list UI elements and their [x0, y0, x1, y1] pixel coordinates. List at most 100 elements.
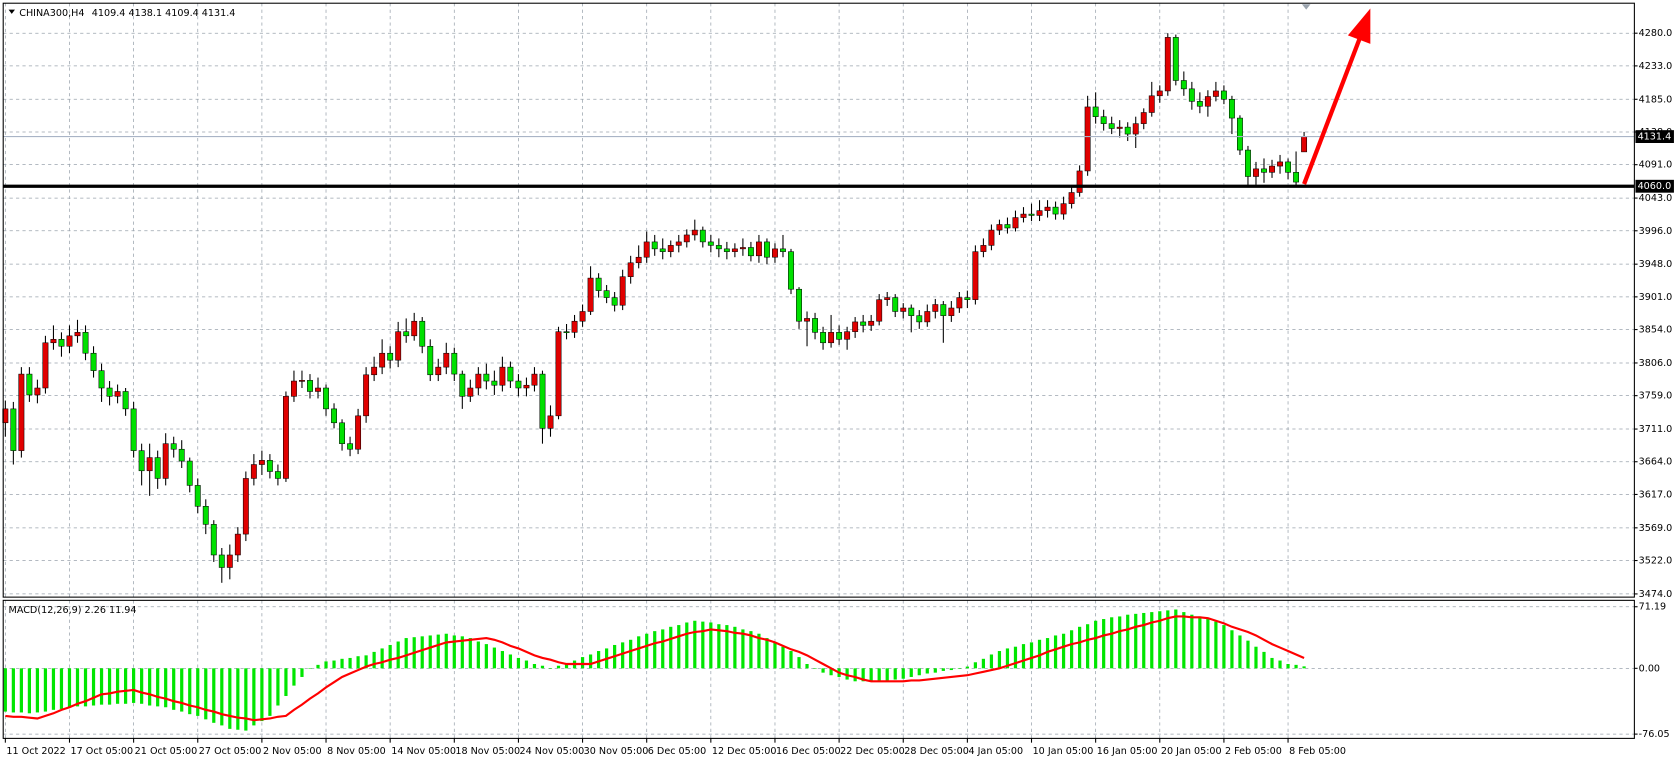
macd-bar: [51, 668, 56, 710]
macd-bar: [1013, 646, 1018, 669]
x-tick-label: 10 Jan 05:00: [1033, 746, 1094, 757]
candle-body: [1084, 106, 1091, 172]
candle-body: [74, 332, 81, 337]
candle-body: [1028, 213, 1035, 216]
macd-bar: [981, 658, 986, 669]
x-tick-label: 30 Nov 05:00: [584, 746, 649, 757]
macd-bar: [725, 625, 729, 669]
macd-bar: [1182, 612, 1186, 669]
macd-bar: [1302, 666, 1306, 669]
candle-body: [1108, 123, 1115, 129]
macd-bar: [685, 622, 689, 669]
candle-body: [50, 339, 57, 344]
candle-body: [499, 366, 506, 386]
macd-bar: [324, 661, 328, 669]
high-value: 4138.1: [128, 8, 162, 19]
candle-body: [1180, 80, 1187, 90]
candle-body: [130, 408, 137, 451]
macd-bar: [733, 626, 737, 669]
candle-body: [258, 460, 265, 465]
macd-bar: [19, 668, 23, 713]
macd-bar: [43, 668, 48, 712]
signal-line: [5, 615, 1305, 722]
macd-bar: [669, 626, 673, 669]
y-tick-label: 3806.0: [1639, 358, 1673, 369]
macd-value: 2.26: [85, 605, 106, 616]
candle-body: [331, 408, 337, 424]
macd-bar: [564, 664, 569, 669]
macd-bar: [949, 668, 953, 671]
x-tick-label: 4 Jan 05:00: [968, 746, 1023, 757]
candle-body: [764, 241, 770, 258]
x-tick-label: 11 Oct 2022: [6, 746, 65, 757]
candle-body: [747, 247, 754, 257]
macd-bar: [637, 636, 641, 669]
candle-body: [1293, 172, 1300, 183]
macd-bar: [196, 668, 200, 716]
candle-body: [1301, 136, 1308, 153]
candle-body: [491, 380, 498, 386]
open-value: 4109.4: [92, 8, 126, 19]
candle-body: [1004, 224, 1011, 229]
candle-body: [1036, 210, 1043, 216]
candle-body: [707, 241, 714, 246]
macd-bar: [989, 654, 994, 669]
macd-bar: [1158, 611, 1162, 669]
candle-body: [1164, 37, 1171, 92]
macd-bar: [901, 668, 905, 679]
price-label-box: [1635, 130, 1674, 143]
candle-body: [619, 276, 626, 306]
macd-bar: [717, 624, 721, 669]
macd-bar: [75, 668, 80, 707]
close-value: 4131.4: [202, 8, 236, 19]
candle-body: [1148, 95, 1155, 113]
y-tick-label: 3569.0: [1639, 523, 1673, 534]
macd-bar: [316, 664, 320, 669]
macd-bar: [885, 668, 889, 682]
macd-bar: [773, 642, 777, 669]
candle-body: [515, 380, 522, 389]
level-label: 4060.0: [1638, 181, 1672, 192]
macd-bar: [1214, 621, 1218, 669]
menu-triangle[interactable]: [8, 9, 15, 14]
macd-bar: [1142, 612, 1146, 669]
macd-bar: [380, 648, 384, 669]
macd-bar: [829, 668, 833, 676]
candle-body: [1172, 37, 1179, 81]
candle-body: [796, 288, 802, 322]
y-tick-label: 4280.0: [1639, 28, 1673, 39]
candle-body: [34, 387, 41, 396]
macd-bar: [893, 668, 897, 680]
candle-body: [980, 245, 987, 252]
x-tick-label: 24 Nov 05:00: [519, 746, 584, 757]
candle-body: [1204, 96, 1211, 107]
macd-bar: [67, 668, 72, 708]
candle-body: [523, 384, 530, 389]
candle-body: [194, 485, 201, 507]
candle-body: [363, 374, 370, 417]
x-tick-label: 14 Nov 05:00: [391, 746, 456, 757]
candle-body: [884, 297, 891, 300]
y-tick-label: 4043.0: [1639, 193, 1673, 204]
candle-body: [226, 554, 233, 568]
x-tick-label: 16 Dec 05:00: [776, 746, 841, 757]
macd-bar: [460, 636, 464, 669]
candle-body: [299, 380, 305, 382]
macd-bar: [1246, 640, 1250, 669]
candle-body: [812, 318, 818, 333]
candle-body: [371, 366, 378, 376]
macd-bar: [1222, 625, 1226, 669]
macd-bar: [252, 668, 256, 726]
candle-body: [114, 391, 121, 397]
candle-body: [539, 373, 546, 429]
y-tick-label: 3759.0: [1639, 391, 1673, 402]
macd-bar: [420, 636, 424, 669]
macd-bar: [765, 638, 769, 669]
candle-body: [772, 248, 778, 258]
macd-bar: [276, 668, 280, 706]
candle-body: [828, 332, 835, 344]
candle-body: [395, 331, 402, 361]
y-tick-label: 3854.0: [1639, 325, 1673, 336]
candle-body: [411, 320, 418, 337]
